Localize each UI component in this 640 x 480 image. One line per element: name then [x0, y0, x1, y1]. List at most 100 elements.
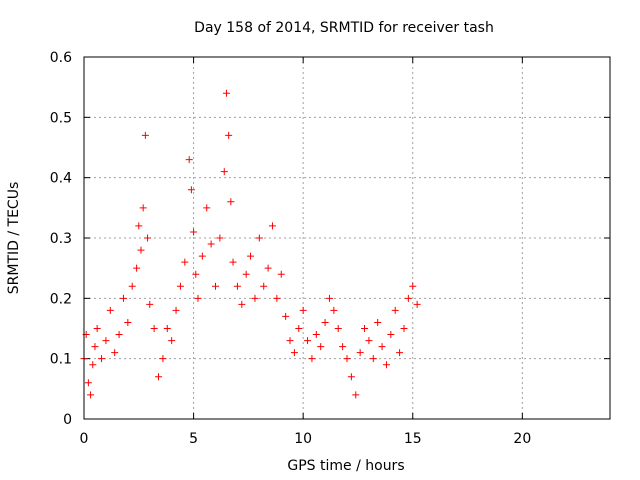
data-point: [146, 300, 154, 308]
data-point: [374, 318, 382, 326]
data-point: [172, 306, 180, 314]
x-tick-label: 5: [189, 431, 198, 447]
data-point: [102, 337, 110, 345]
y-tick-label: 0.1: [50, 352, 72, 368]
data-point: [91, 343, 99, 351]
data-point: [247, 252, 255, 260]
data-point: [111, 349, 119, 357]
data-point: [159, 355, 167, 363]
data-point: [339, 343, 347, 351]
data-point: [155, 373, 163, 381]
data-point: [128, 282, 136, 290]
data-point: [260, 282, 268, 290]
x-tick-label: 15: [404, 431, 422, 447]
data-point: [168, 337, 176, 345]
data-point: [141, 131, 149, 139]
data-point: [308, 355, 316, 363]
x-tick-label: 10: [294, 431, 312, 447]
data-point: [242, 270, 250, 278]
data-point: [255, 234, 263, 242]
data-point: [264, 264, 272, 272]
data-point: [409, 282, 417, 290]
x-tick-label: 0: [80, 431, 89, 447]
data-point: [185, 156, 193, 164]
data-point: [176, 282, 184, 290]
data-point: [347, 373, 355, 381]
data-point: [89, 361, 97, 369]
data-point: [396, 349, 404, 357]
data-point: [321, 318, 329, 326]
y-tick-label: 0.2: [50, 291, 72, 307]
data-point: [325, 294, 333, 302]
data-point: [251, 294, 259, 302]
data-point: [378, 343, 386, 351]
data-point: [290, 349, 298, 357]
data-point: [334, 325, 342, 332]
data-point: [404, 294, 412, 302]
data-point: [181, 258, 189, 266]
data-point: [220, 168, 228, 176]
tick-layer: 0 0.1 0.2 0.3 0.4 0.5 0.6 0 5 10 15 20: [50, 50, 610, 447]
data-point: [207, 240, 215, 248]
data-point: [391, 306, 399, 314]
data-point: [137, 246, 145, 254]
data-point: [273, 294, 281, 302]
data-point: [299, 306, 307, 314]
data-point: [124, 318, 132, 326]
data-point: [212, 282, 219, 290]
x-axis-label: GPS time / hours: [287, 458, 404, 474]
grid-layer: [84, 57, 610, 419]
data-point: [198, 252, 206, 260]
data-point: [150, 325, 158, 332]
chart-title: Day 158 of 2014, SRMTID for receiver tas…: [194, 20, 494, 36]
data-point: [227, 198, 235, 206]
data-point: [192, 270, 200, 278]
data-point: [98, 355, 106, 363]
data-point: [413, 300, 421, 308]
data-point: [330, 306, 338, 314]
data-point: [312, 331, 320, 339]
data-point: [135, 222, 143, 230]
data-point: [382, 361, 390, 369]
data-point: [352, 391, 360, 399]
data-point: [93, 325, 101, 332]
data-point: [369, 355, 377, 363]
data-point: [304, 337, 312, 345]
data-points: [80, 89, 421, 399]
data-point: [238, 300, 246, 308]
data-point: [286, 337, 294, 345]
data-point: [361, 325, 369, 332]
data-point: [233, 282, 241, 290]
plot-frame: [83, 56, 611, 420]
data-point: [115, 331, 123, 339]
data-point: [225, 131, 233, 139]
data-point: [106, 306, 114, 314]
data-point: [203, 204, 211, 212]
data-point: [222, 89, 230, 97]
data-point: [194, 294, 202, 302]
data-point: [163, 325, 171, 332]
data-point: [277, 270, 285, 278]
data-point: [356, 349, 364, 357]
data-point: [295, 325, 303, 332]
data-point: [190, 228, 198, 236]
y-tick-label: 0.3: [50, 231, 72, 247]
y-axis-label: SRMTID / TECUs: [6, 182, 22, 295]
data-point: [216, 234, 224, 242]
y-tick-label: 0.5: [50, 110, 72, 126]
y-tick-label: 0: [63, 412, 72, 428]
data-point: [387, 331, 395, 339]
data-point: [282, 312, 290, 320]
data-point: [84, 379, 92, 387]
data-point: [187, 186, 195, 194]
data-point: [317, 343, 325, 351]
data-point: [144, 234, 152, 242]
y-tick-label: 0.6: [50, 50, 72, 66]
x-tick-label: 20: [513, 431, 531, 447]
data-point: [229, 258, 237, 266]
data-point: [87, 391, 95, 399]
data-point: [268, 222, 276, 230]
data-point: [365, 337, 373, 345]
y-tick-label: 0.4: [50, 171, 72, 187]
